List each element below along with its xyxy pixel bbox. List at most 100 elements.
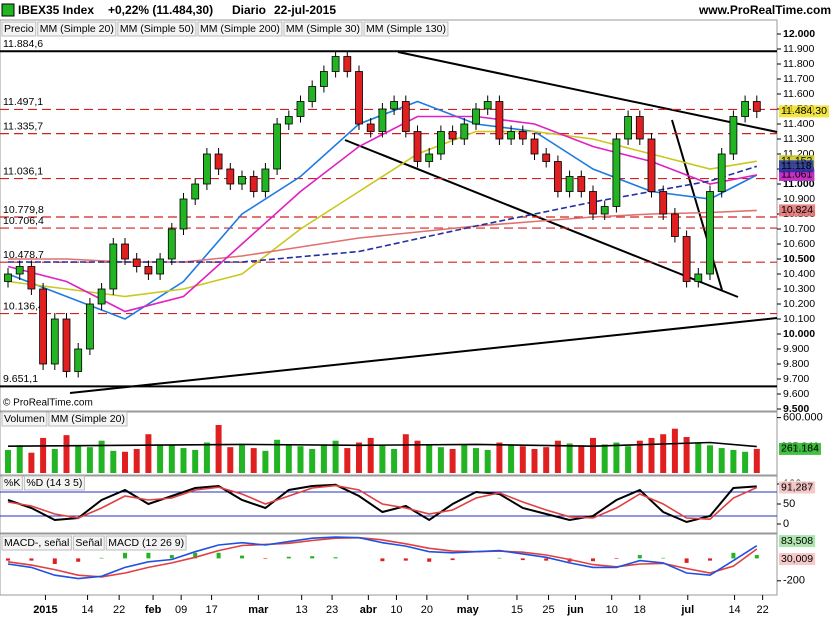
candle-body xyxy=(156,258,165,275)
volume-bar xyxy=(227,447,234,473)
volume-bar xyxy=(75,445,82,473)
histogram-bar xyxy=(497,557,502,559)
volume-bar xyxy=(5,449,11,473)
change: +0,22% (11.484,30) xyxy=(108,3,213,17)
volume-bar xyxy=(285,445,292,473)
candle-body xyxy=(436,131,445,155)
site: www.ProRealTime.com xyxy=(698,3,831,17)
level-label: 9.651,1 xyxy=(3,373,38,385)
volume-bar xyxy=(110,450,117,473)
histogram-bar xyxy=(193,552,198,559)
indicator-line xyxy=(7,115,757,313)
legend-box xyxy=(72,535,105,551)
y-tick-label: 10.200 xyxy=(783,298,815,310)
legend-entry: MM (Simple 130) xyxy=(366,23,446,35)
volume-bar xyxy=(613,442,620,473)
volume-bar xyxy=(473,448,479,473)
histogram-bar xyxy=(520,558,525,561)
candle-body xyxy=(97,288,106,305)
legend-box xyxy=(1,475,23,491)
candle-body xyxy=(483,101,492,110)
histogram-bar xyxy=(614,558,619,559)
volume-bar xyxy=(332,440,339,473)
volume-bar xyxy=(543,447,550,473)
y-tick-label: 10.400 xyxy=(783,268,815,280)
volume-bar xyxy=(320,444,327,473)
legend-entry: MM (Simple 50) xyxy=(120,23,194,35)
volume-bar xyxy=(215,425,222,473)
candle-body xyxy=(425,153,434,162)
y-tick-label: 9.800 xyxy=(783,358,809,370)
last-value-box xyxy=(779,442,821,455)
volume-bar xyxy=(356,442,362,473)
volume-bar xyxy=(695,443,702,473)
y-tick-label: 11.600 xyxy=(783,88,814,100)
x-tick-label: 15 xyxy=(511,604,523,616)
trend-line xyxy=(69,317,778,394)
histogram-bar xyxy=(380,558,385,562)
level-label: 11.884,6 xyxy=(3,38,43,50)
last-value-box xyxy=(779,204,816,217)
candle-body xyxy=(144,266,153,275)
volume-bar xyxy=(63,435,70,473)
y-tick-label: 10.100 xyxy=(783,313,815,325)
last-value-label: 91,287 xyxy=(781,481,813,493)
candle-body xyxy=(132,258,141,267)
volume-bar xyxy=(250,448,257,473)
histogram-bar xyxy=(263,558,268,559)
histogram-bar xyxy=(76,558,81,562)
indicator-line xyxy=(7,130,757,298)
volume-bar xyxy=(367,437,374,473)
legend-box xyxy=(1,535,72,551)
candle-body xyxy=(589,191,597,215)
legend-entry: MM (Simple 20) xyxy=(51,413,125,425)
x-tick-label: abr xyxy=(360,604,378,616)
last-value-label: 11.118 xyxy=(781,160,812,172)
legend-box xyxy=(1,411,48,427)
candle-body xyxy=(577,176,586,192)
candle-body xyxy=(647,138,656,192)
y-tick-label: 9.600 xyxy=(783,388,809,400)
volume-bar xyxy=(636,440,643,473)
volume-bar xyxy=(730,449,737,473)
volume-bar xyxy=(578,445,585,473)
candle-body xyxy=(74,348,83,372)
x-tick-label: 20 xyxy=(421,604,433,616)
y-tick-label: 9.500 xyxy=(783,403,809,415)
candle-body xyxy=(226,168,235,185)
candle-body xyxy=(62,318,71,372)
y-tick-label: 10.300 xyxy=(783,283,815,295)
volume-bar xyxy=(660,434,667,473)
candle-body xyxy=(752,101,761,112)
candle-body xyxy=(495,101,504,140)
candle-body xyxy=(682,236,691,282)
volume-bar xyxy=(742,451,749,473)
last-value-box xyxy=(779,553,816,566)
level-label: 10.779,8 xyxy=(3,204,44,216)
candle-body xyxy=(413,131,422,162)
candle-body xyxy=(530,138,539,155)
legend-entry: %D (14 3 5) xyxy=(26,477,82,489)
legend-box xyxy=(1,21,37,37)
histogram-bar xyxy=(731,552,736,559)
y-tick-label: 10.000 xyxy=(783,328,815,340)
level-label: 10.136,4 xyxy=(3,300,44,312)
level-label: 11.036,1 xyxy=(3,165,43,177)
histogram-bar xyxy=(310,556,315,559)
last-value-box xyxy=(779,160,814,173)
y-tick-label: 0 xyxy=(783,518,789,530)
volume-bar xyxy=(145,434,152,473)
volume-bar xyxy=(402,434,409,473)
volume-bar xyxy=(239,444,245,473)
candle-body xyxy=(554,161,562,192)
last-value-label: 83,508 xyxy=(781,535,813,547)
volume-bar xyxy=(484,449,491,473)
x-tick-label: 10 xyxy=(390,604,402,616)
histogram-bar xyxy=(661,557,666,559)
indicator-line xyxy=(7,536,758,580)
volume-bar xyxy=(98,440,105,473)
candle-body xyxy=(706,191,714,275)
x-tick-label: 18 xyxy=(634,604,646,616)
volume-bar xyxy=(426,445,433,473)
